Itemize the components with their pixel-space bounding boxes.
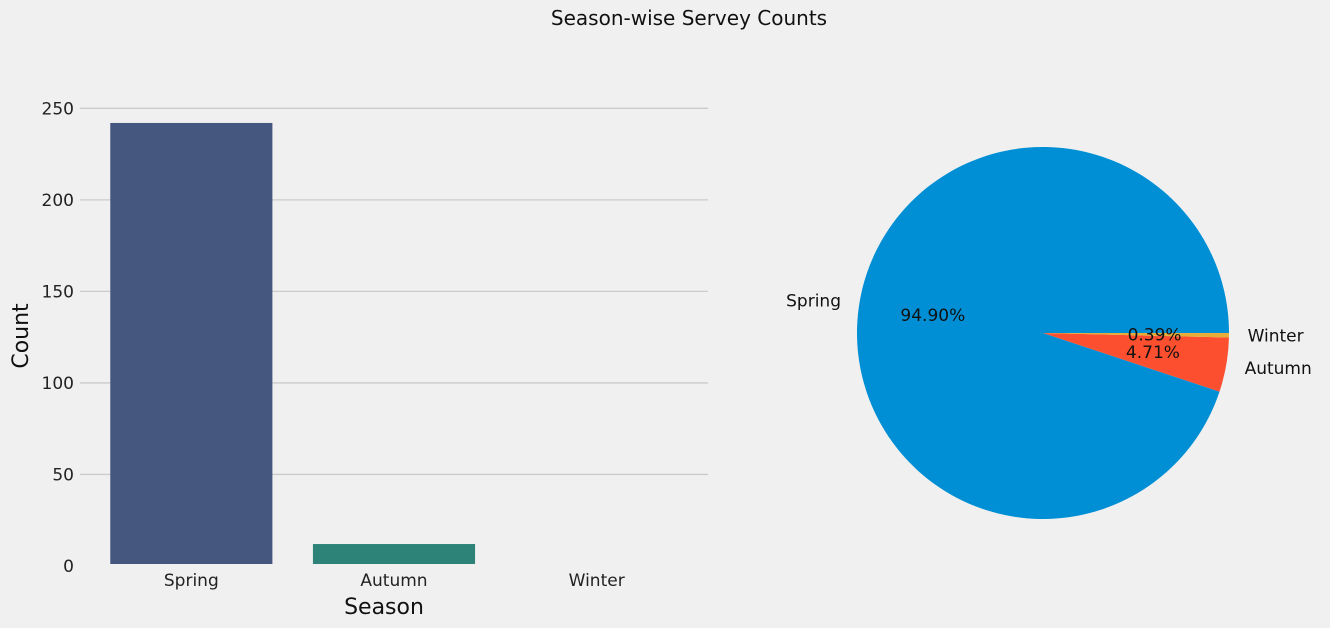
- pie-category-label: Spring: [786, 291, 841, 311]
- bar-x-axis-label: Season: [344, 595, 424, 620]
- bar-y-tick-label: 200: [42, 191, 74, 211]
- bar-y-tick-label: 0: [63, 557, 74, 577]
- pie-percent-label: 0.39%: [1128, 325, 1182, 345]
- bar-y-tick-label: 250: [42, 99, 74, 119]
- bar-x-tick-label: Spring: [164, 571, 219, 591]
- pie-slice-winter: [1043, 333, 1229, 338]
- bar-autumn: [312, 544, 476, 564]
- bar-spring: [110, 122, 273, 564]
- pie-slices: [857, 147, 1229, 519]
- bar-x-tick-label: Autumn: [360, 571, 427, 591]
- pie-percent-label: 4.71%: [1126, 343, 1180, 363]
- bar-x-ticks: Spring Autumn Winter: [164, 571, 625, 591]
- bar-marks: [110, 122, 476, 564]
- pie-category-label: Autumn: [1245, 359, 1312, 379]
- figure-title: Season-wise Servey Counts: [550, 6, 828, 30]
- pie-category-label: Winter: [1248, 327, 1304, 347]
- bar-y-tick-label: 50: [52, 465, 74, 485]
- bar-x-tick-label: Winter: [569, 571, 625, 591]
- bar-y-axis-label: Count: [9, 303, 34, 369]
- pie-percent-label: 94.90%: [900, 306, 965, 326]
- pie-labels: Spring 94.90% Autumn 4.71% Winter 0.39%: [786, 291, 1312, 379]
- bar-y-tick-label: 150: [42, 282, 74, 302]
- pie-slice-autumn: [1043, 333, 1229, 392]
- bar-y-tick-label: 100: [42, 374, 74, 394]
- bar-y-ticks: 0 50 100 150 200 250: [42, 99, 74, 577]
